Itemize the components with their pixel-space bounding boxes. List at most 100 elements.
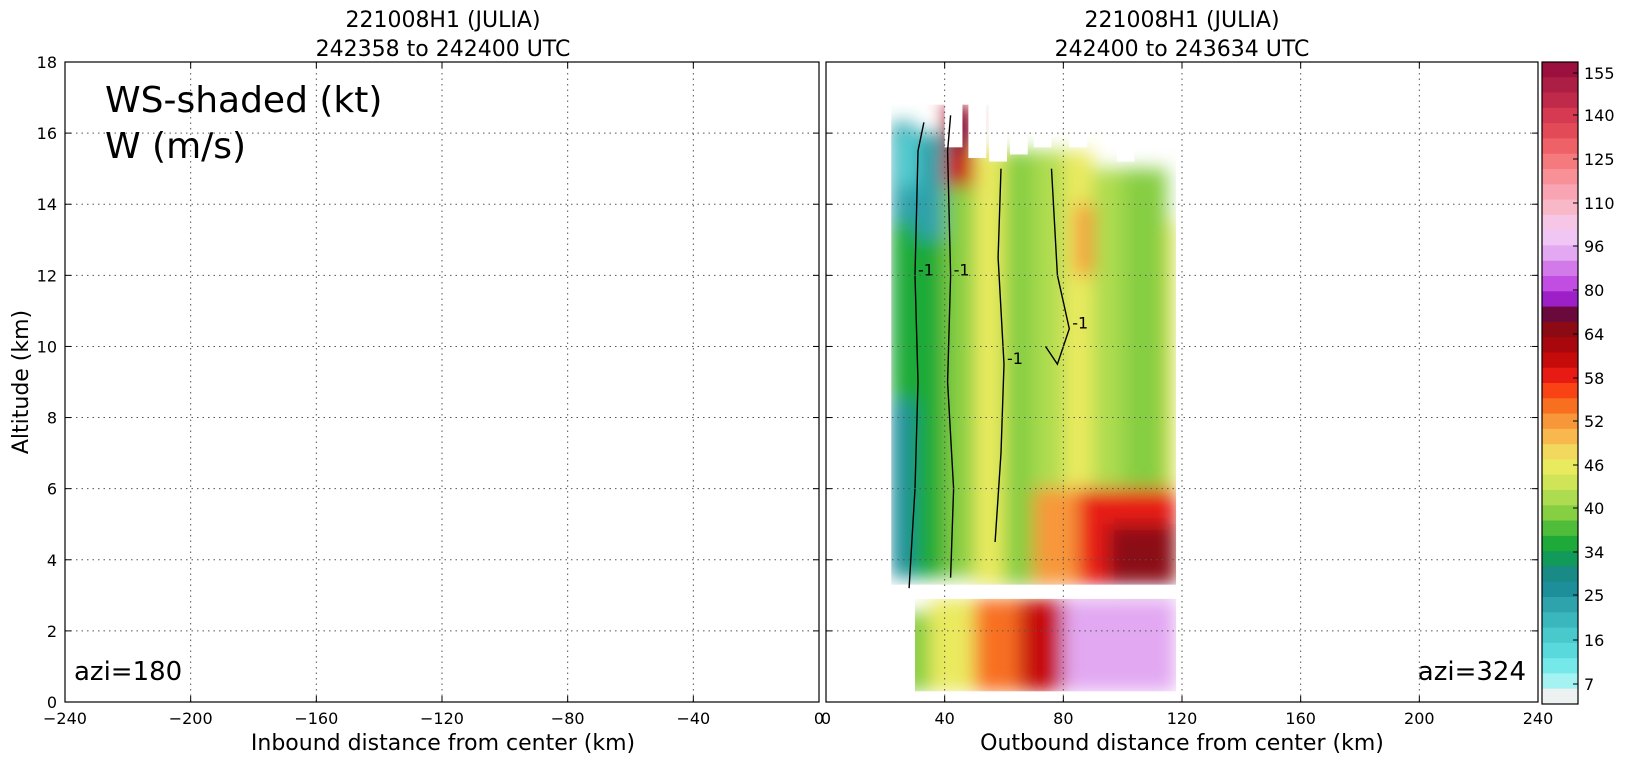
colorbar-swatch bbox=[1542, 566, 1578, 583]
colorbar-label: 46 bbox=[1584, 456, 1604, 475]
w-contour-label: -1 bbox=[918, 260, 934, 279]
ws-cell bbox=[915, 133, 945, 240]
colorbar-swatch bbox=[1542, 520, 1578, 537]
w-contour-label: -1 bbox=[1007, 349, 1023, 368]
x-tick-label: 200 bbox=[1404, 709, 1435, 728]
colorbar-swatch bbox=[1542, 673, 1578, 690]
x-tick-label: −80 bbox=[551, 709, 585, 728]
x-tick-label: 0 bbox=[814, 709, 824, 728]
colorbar-swatch bbox=[1542, 627, 1578, 644]
colorbar-label: 110 bbox=[1584, 194, 1615, 213]
x-tick-label: 120 bbox=[1167, 709, 1198, 728]
ws-cell bbox=[1122, 168, 1168, 489]
x-tick-label: −160 bbox=[294, 709, 338, 728]
mask-notch bbox=[968, 62, 987, 158]
colorbar-swatch bbox=[1542, 337, 1578, 353]
gap-band bbox=[915, 584, 1177, 599]
w-contour-line bbox=[1044, 168, 1071, 366]
colorbar-swatch bbox=[1542, 107, 1578, 124]
colorbar-label: 140 bbox=[1584, 106, 1615, 125]
ws-cell bbox=[1075, 204, 1093, 276]
mask-right bbox=[1176, 62, 1538, 702]
colorbar-label: 52 bbox=[1584, 412, 1604, 431]
ws-cell bbox=[1063, 598, 1177, 692]
colorbar-swatch bbox=[1542, 321, 1578, 338]
left-subtitle: 242358 to 242400 UTC bbox=[316, 37, 571, 62]
right-panel: 221008H1 (JULIA) 242400 to 243634 UTC -1… bbox=[821, 8, 1553, 756]
colorbar-label: 155 bbox=[1584, 64, 1615, 83]
colorbar-swatch bbox=[1542, 490, 1578, 506]
ws-cell bbox=[929, 598, 975, 692]
colorbar-swatch bbox=[1542, 383, 1578, 399]
y-tick-label: 16 bbox=[37, 124, 57, 143]
w-contour-label: -1 bbox=[954, 260, 970, 279]
colorbar-swatch bbox=[1542, 276, 1578, 292]
w-contour-label: -1 bbox=[1072, 314, 1088, 333]
y-tick-label: 8 bbox=[47, 409, 57, 428]
x-tick-label: −120 bbox=[420, 709, 464, 728]
colorbar-swatch bbox=[1542, 597, 1578, 613]
x-tick-label: 0 bbox=[821, 709, 831, 728]
colorbar-swatch bbox=[1542, 444, 1578, 460]
x-tick-label: 40 bbox=[934, 709, 954, 728]
colorbar-swatch bbox=[1542, 642, 1578, 659]
x-tick-label: −240 bbox=[43, 709, 87, 728]
colorbar-swatch bbox=[1542, 688, 1578, 705]
colorbar-swatch bbox=[1542, 291, 1578, 308]
ws-cell bbox=[1167, 222, 1177, 489]
left-x-axis-label: Inbound distance from center (km) bbox=[251, 731, 635, 756]
right-azimuth-label: azi=324 bbox=[1418, 657, 1526, 687]
wind-speed-field bbox=[891, 104, 1177, 692]
mask-notch bbox=[944, 62, 963, 148]
colorbar-label: 7 bbox=[1584, 675, 1594, 694]
mask-left bbox=[826, 62, 892, 702]
colorbar-label: 125 bbox=[1584, 150, 1615, 169]
left-grid bbox=[65, 62, 819, 702]
colorbar-swatch bbox=[1542, 245, 1578, 262]
x-tick-label: 160 bbox=[1285, 709, 1316, 728]
right-x-axis-label: Outbound distance from center (km) bbox=[980, 731, 1384, 756]
colorbar: 155 140 125 110 96 80 64 58 52 46 40 34 25 16 7 bbox=[1541, 61, 1615, 705]
colorbar-swatch bbox=[1542, 551, 1578, 567]
y-tick-label: 14 bbox=[37, 195, 57, 214]
mask-notch bbox=[1069, 62, 1088, 148]
colorbar-swatch bbox=[1542, 413, 1578, 430]
colorbar-swatch bbox=[1542, 260, 1578, 277]
ws-cell bbox=[891, 222, 915, 400]
colorbar-swatch bbox=[1542, 367, 1578, 384]
ws-cell bbox=[1107, 524, 1177, 585]
colorbar-swatch bbox=[1542, 612, 1578, 629]
colorbar-swatch bbox=[1542, 535, 1578, 552]
colorbar-swatch bbox=[1542, 581, 1578, 598]
colorbar-label: 58 bbox=[1584, 369, 1604, 388]
mask-notch bbox=[989, 62, 1007, 162]
ws-cell bbox=[974, 598, 1019, 692]
right-title: 221008H1 (JULIA) bbox=[1084, 8, 1279, 33]
right-grid bbox=[826, 62, 1538, 702]
left-panel: 221008H1 (JULIA) 242358 to 242400 UTC −2… bbox=[9, 8, 824, 756]
right-subtitle: 242400 to 243634 UTC bbox=[1055, 37, 1310, 62]
ws-cell bbox=[1018, 598, 1064, 692]
colorbar-label: 80 bbox=[1584, 281, 1604, 300]
colorbar-label: 40 bbox=[1584, 499, 1604, 518]
y-tick-label: 18 bbox=[37, 53, 57, 72]
colorbar-label: 64 bbox=[1584, 325, 1604, 344]
mask-bottom bbox=[891, 691, 1177, 702]
mask-notch bbox=[1033, 62, 1052, 148]
colorbar-swatch bbox=[1542, 474, 1578, 491]
colorbar-label: 25 bbox=[1584, 586, 1604, 605]
colorbar-label: 96 bbox=[1584, 237, 1604, 256]
left-azimuth-label: azi=180 bbox=[74, 657, 182, 687]
y-axis-label: Altitude (km) bbox=[9, 310, 34, 454]
colorbar-swatch bbox=[1542, 230, 1578, 246]
colorbar-swatch bbox=[1542, 184, 1578, 201]
w-contour-label: W (m/s) bbox=[105, 126, 246, 167]
x-tick-label: 80 bbox=[1053, 709, 1073, 728]
colorbar-swatch bbox=[1542, 199, 1578, 216]
y-tick-label: 0 bbox=[47, 693, 57, 712]
w-contours: -1 -1 -1 -1 bbox=[908, 115, 1088, 589]
ws-cell bbox=[944, 186, 975, 578]
ws-cell bbox=[1033, 488, 1079, 585]
colorbar-swatch bbox=[1542, 77, 1578, 94]
